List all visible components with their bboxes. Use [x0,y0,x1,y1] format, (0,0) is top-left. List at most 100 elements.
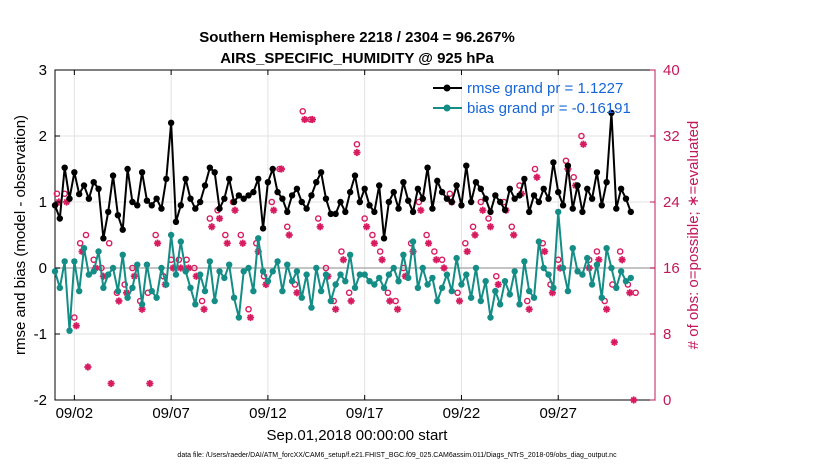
rmse-point [525,208,533,216]
obs-possible-point [121,281,128,288]
asterisk-stroke [630,396,637,404]
rmse-point [375,182,383,189]
bias-point [346,251,354,258]
asterisk-stroke [580,141,587,148]
rmse-point [337,198,344,206]
obs-evaluated-point [231,206,239,214]
obs-possible-point [593,248,601,255]
bias-point [535,238,543,245]
obs-possible-point [531,165,539,173]
bias-point [496,301,504,308]
asterisk-stroke [231,207,239,214]
bias-point [492,287,499,295]
obs-possible-point [71,314,78,321]
bias-point [574,268,581,275]
rmse-point [414,185,422,192]
rmse-point [134,202,141,209]
asterisk-stroke [533,174,541,181]
asterisk-stroke [301,116,308,123]
bias-point [414,284,422,291]
rmse-point [129,198,136,206]
bias-point [598,294,605,301]
bias-point [298,294,305,301]
bias-point [114,287,122,295]
rmse-point [100,235,107,242]
asterisk-stroke [138,306,146,313]
rmse-point [390,188,397,196]
bias-point [148,287,155,295]
obs-evaluated-point [153,239,162,247]
asterisk-stroke [286,231,293,239]
obs-possible-point [222,231,229,239]
asterisk-stroke [154,240,161,247]
bias-point [424,281,431,288]
rmse-point [346,188,354,196]
asterisk-stroke [347,297,355,305]
rmse-point [535,198,543,206]
rmse-point [66,195,73,202]
obs-possible-point [523,297,531,305]
rmse-point [569,205,576,212]
bias-point [255,235,262,242]
axis-ticks: 09/02 09/07 09/12 09/17 09/22 09/27 -2 -1 0 1 2 3 0 8… [34,62,680,422]
obs-possible-point [345,289,353,297]
bias-point [230,294,238,301]
obs-possible-point [508,223,516,231]
rmse-point [192,205,199,212]
y-tick-label-left: -2 [34,392,47,409]
rmse-point [172,218,180,225]
obs-possible-point [105,239,113,247]
bias-point [308,304,315,311]
obs-evaluated-point [541,247,549,256]
asterisk-stroke [73,322,80,329]
bias-point [250,287,257,295]
rmse-point [105,208,112,216]
rmse-point [613,205,620,212]
bias-point [458,281,465,288]
rmse-point [608,109,615,117]
asterisk-stroke [394,306,401,313]
rmse-point [274,188,281,196]
obs-evaluated-point [378,256,386,264]
asterisk-stroke [363,223,370,230]
asterisk-stroke [541,248,548,255]
bias-point [56,284,64,291]
obs-evaluated-point [301,115,309,124]
asterisk-stroke [200,306,208,313]
rmse-point [293,185,301,192]
obs-possible-point [492,272,500,280]
bias-point [134,261,141,268]
obs-evaluated-point [246,313,255,322]
bias-point [303,271,310,278]
bias-point [351,284,359,291]
x-tick-label: 09/22 [443,405,481,422]
bias-point [443,271,451,278]
rmse-point [448,198,455,206]
bias-point [163,281,170,288]
y-tick-label-right: 32 [663,128,680,145]
legend: rmse grand pr = 1.1227 bias grand pr = -… [433,80,631,117]
rmse-point [492,192,499,199]
rmse-point [298,198,305,206]
rmse-point [138,169,146,176]
bias-point [453,254,460,262]
obs-evaluated-point [463,247,471,256]
obs-evaluated-point [393,305,402,313]
bias-point [221,274,228,282]
rmse-point [187,195,194,202]
rmse-point [400,179,407,186]
y-tick-label-right: 16 [663,260,680,277]
rmse-point [467,198,475,206]
bias-point [434,297,441,305]
bias-point [119,251,126,258]
rmse-point [56,215,64,222]
asterisk-stroke [479,207,486,214]
obs-possible-point [477,198,485,206]
bias-point [530,294,538,301]
bias-point [211,297,218,305]
obs-evaluated-point [277,165,286,173]
rmse-point [51,202,59,209]
rmse-point [250,188,257,196]
bias-point [467,294,475,301]
obs-evaluated-point [270,206,278,214]
